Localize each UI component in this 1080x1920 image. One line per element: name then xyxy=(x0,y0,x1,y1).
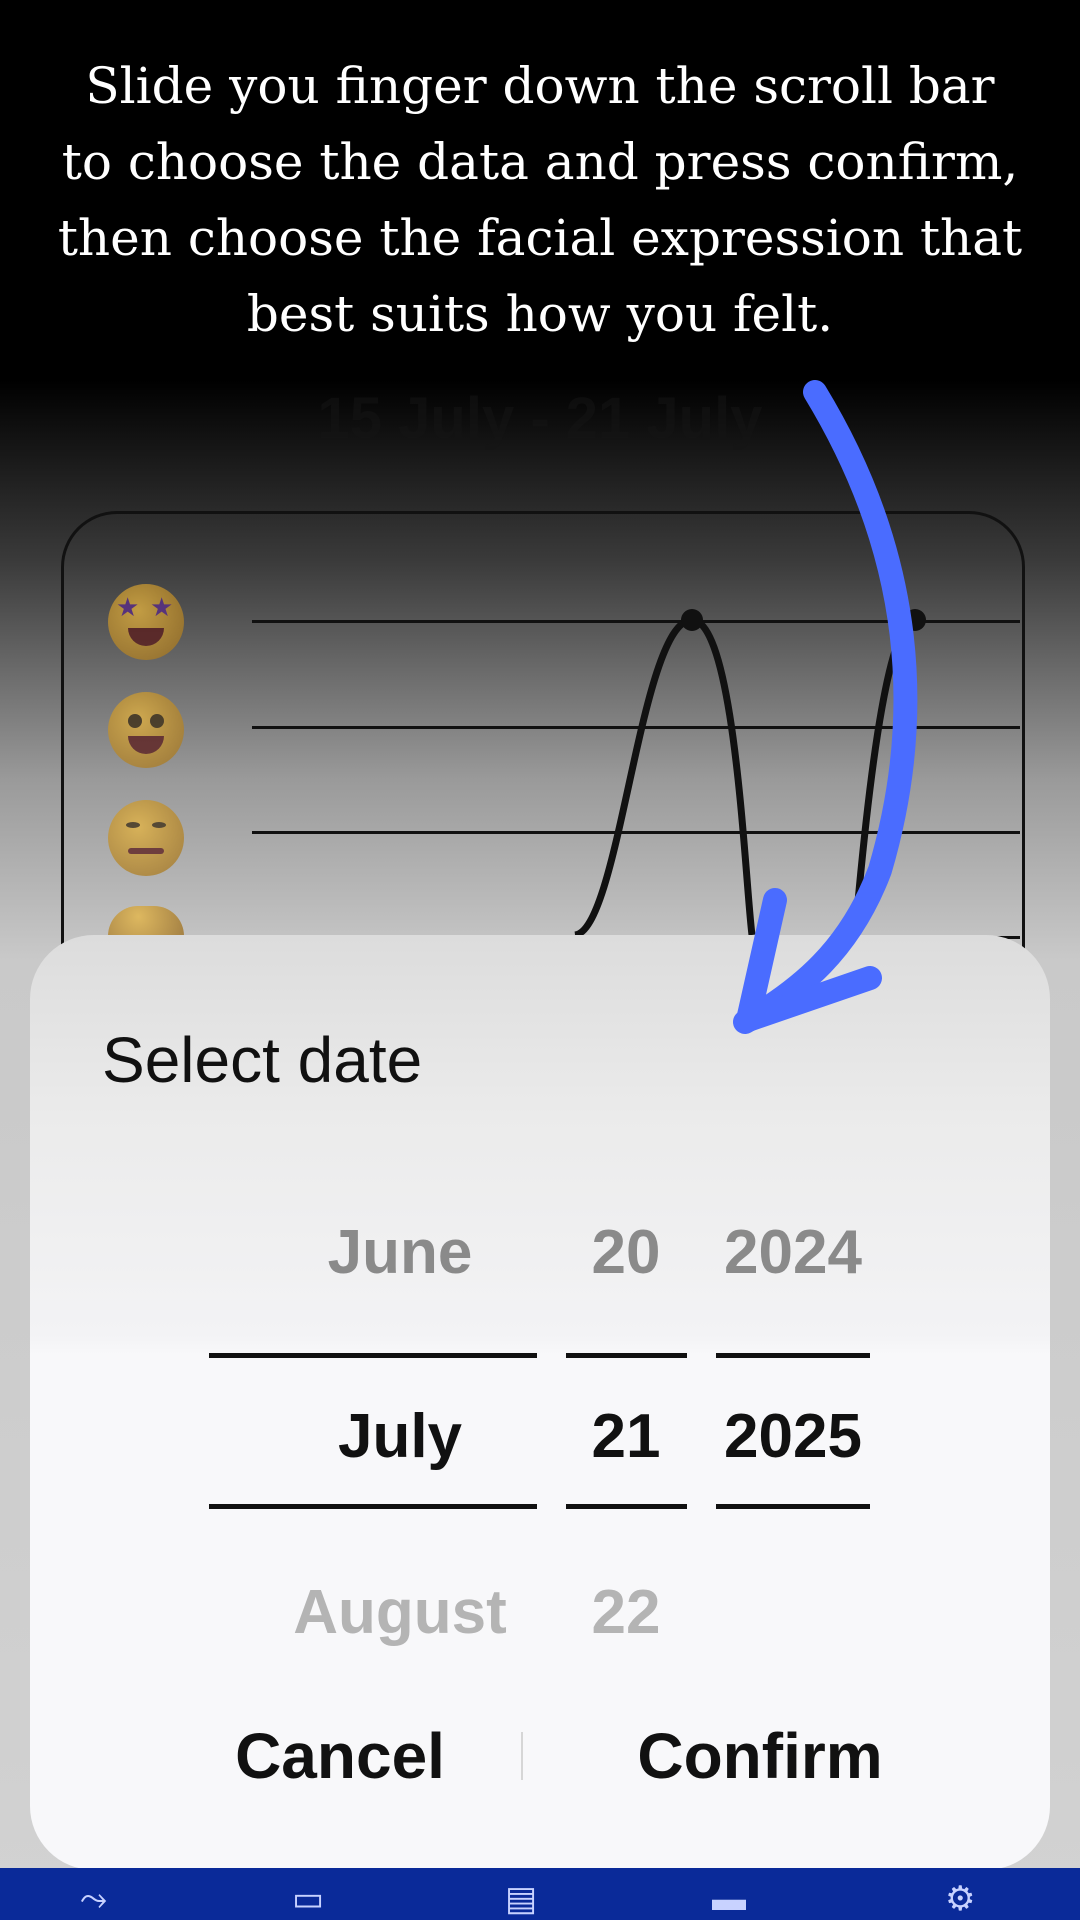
mood-point xyxy=(681,609,703,631)
woozy-icon xyxy=(108,800,184,876)
chart-icon[interactable]: ⤳ xyxy=(80,1880,108,1918)
month-selection-line xyxy=(209,1353,537,1358)
confirm-button[interactable]: Confirm xyxy=(637,1720,883,1792)
month-option-prev[interactable]: June xyxy=(327,1218,473,1287)
day-option-prev[interactable]: 20 xyxy=(591,1218,661,1287)
settings-icon[interactable]: ⚙ xyxy=(945,1880,976,1918)
day-selection-line xyxy=(566,1353,687,1358)
month-selected[interactable]: July xyxy=(337,1402,463,1471)
day-option-next[interactable]: 22 xyxy=(591,1578,661,1647)
day-selection-line xyxy=(566,1504,687,1509)
printer-icon[interactable]: ▤ xyxy=(505,1880,538,1918)
star-struck-icon: ★ ★ xyxy=(108,584,184,660)
year-option-prev[interactable]: 2024 xyxy=(724,1218,862,1287)
instruction-line: then choose the facial expression that xyxy=(57,209,1023,267)
hint-arrow-icon xyxy=(733,380,918,1034)
profile-card-icon[interactable]: ▭ xyxy=(292,1880,325,1918)
grinning-icon xyxy=(108,692,184,768)
mood-gridline xyxy=(252,726,1020,729)
instruction-line: best suits how you felt. xyxy=(246,285,834,343)
mood-gridline xyxy=(252,620,1020,623)
month-option-next[interactable]: August xyxy=(293,1578,507,1647)
instruction-line: Slide you finger down the scroll bar xyxy=(85,57,995,115)
mood-chart-card xyxy=(61,511,1025,1074)
year-selection-line xyxy=(716,1504,870,1509)
bottom-nav-bar: ⤳ ▭ ▤ ▬ ⚙ xyxy=(0,1868,1080,1920)
instruction-text: Slide you finger down the scroll bar to … xyxy=(40,48,1040,352)
cancel-button[interactable]: Cancel xyxy=(235,1720,445,1792)
button-divider xyxy=(521,1732,523,1780)
instruction-line: to choose the data and press confirm, xyxy=(61,133,1019,191)
year-selection-line xyxy=(716,1353,870,1358)
laughing-icon xyxy=(108,906,184,936)
year-selected[interactable]: 2025 xyxy=(724,1402,862,1471)
browser-window-icon[interactable]: ▬ xyxy=(712,1880,746,1918)
week-range-title: 15 July - 21 July xyxy=(317,386,763,451)
date-picker-sheet: Select date June July August 20 21 22 20… xyxy=(30,935,1050,1870)
mood-gridline xyxy=(252,831,1020,834)
sheet-title: Select date xyxy=(102,1024,423,1096)
day-selected[interactable]: 21 xyxy=(591,1402,661,1471)
month-selection-line xyxy=(209,1504,537,1509)
